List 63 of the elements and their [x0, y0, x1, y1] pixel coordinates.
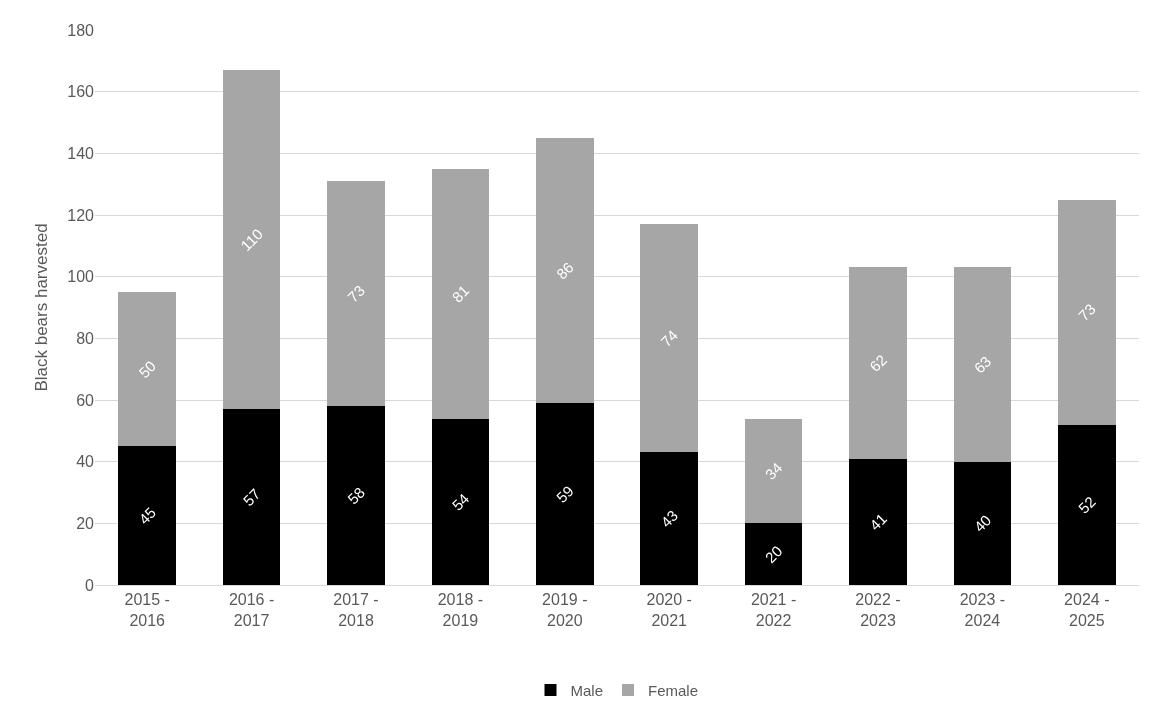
data-label: 57	[239, 485, 264, 510]
y-tick-label: 60	[76, 391, 95, 409]
y-tick-label: 120	[67, 206, 95, 224]
data-label: 63	[970, 352, 995, 377]
data-label: 34	[761, 459, 786, 483]
data-label: 52	[1074, 492, 1099, 517]
data-label: 74	[657, 326, 682, 351]
x-tick-label: 2019 - 2020	[542, 591, 588, 629]
y-axis-title: Black bears harvested	[31, 223, 51, 392]
bar	[1058, 424, 1116, 585]
bar	[849, 458, 907, 585]
legend-label: Female	[648, 681, 699, 699]
bar	[118, 446, 176, 585]
bar	[431, 168, 490, 419]
data-label: 40	[970, 511, 995, 536]
y-tick-label: 20	[76, 514, 95, 532]
data-label: 41	[866, 509, 890, 534]
bar	[640, 224, 698, 453]
bar	[431, 418, 490, 585]
bar	[222, 409, 281, 585]
bar	[640, 452, 698, 585]
bar	[536, 403, 594, 585]
x-tick-label: 2021 - 2022	[750, 591, 797, 629]
data-label: 20	[761, 542, 786, 567]
y-tick-label: 180	[67, 21, 95, 39]
y-tick-label: 140	[67, 144, 95, 162]
y-tick-label: 0	[85, 576, 95, 594]
data-label: 45	[135, 503, 160, 528]
bar	[744, 523, 803, 585]
x-tick-label: 2022 - 2023	[855, 591, 901, 629]
data-label: 43	[657, 506, 682, 531]
x-tick-label: 2020 - 2021	[646, 591, 692, 629]
x-tick-label: 2015 - 2016	[124, 591, 170, 629]
data-label: 110	[237, 225, 267, 255]
x-tick-label: 2016 - 2017	[228, 591, 275, 629]
legend-label: Male	[570, 681, 604, 699]
bar	[849, 267, 907, 459]
bar	[1058, 199, 1116, 425]
x-tick-label: 2023 - 2024	[959, 591, 1006, 629]
y-tick-label: 100	[67, 268, 95, 286]
bar	[327, 181, 385, 407]
y-tick-label: 80	[76, 329, 95, 347]
data-label: 86	[552, 258, 577, 283]
x-tick-label: 2024 - 2025	[1064, 591, 1110, 629]
bar	[744, 418, 803, 524]
data-label: 59	[552, 482, 577, 506]
data-label: 50	[135, 357, 160, 382]
y-tick-label: 160	[67, 83, 95, 101]
x-tick-label: 2018 - 2019	[437, 591, 484, 629]
bar	[953, 461, 1012, 585]
bar	[953, 267, 1012, 462]
data-label: 81	[448, 281, 473, 306]
y-tick-label: 40	[76, 453, 95, 471]
data-label: 62	[866, 351, 890, 375]
bar	[118, 292, 176, 447]
bar	[222, 70, 281, 410]
x-tick-label: 2017 - 2018	[333, 591, 379, 629]
data-label: 73	[1074, 300, 1099, 325]
data-label: 73	[344, 281, 368, 306]
data-label: 58	[344, 483, 368, 508]
bar	[536, 137, 594, 404]
data-label: 54	[448, 489, 473, 514]
bar	[327, 406, 385, 585]
